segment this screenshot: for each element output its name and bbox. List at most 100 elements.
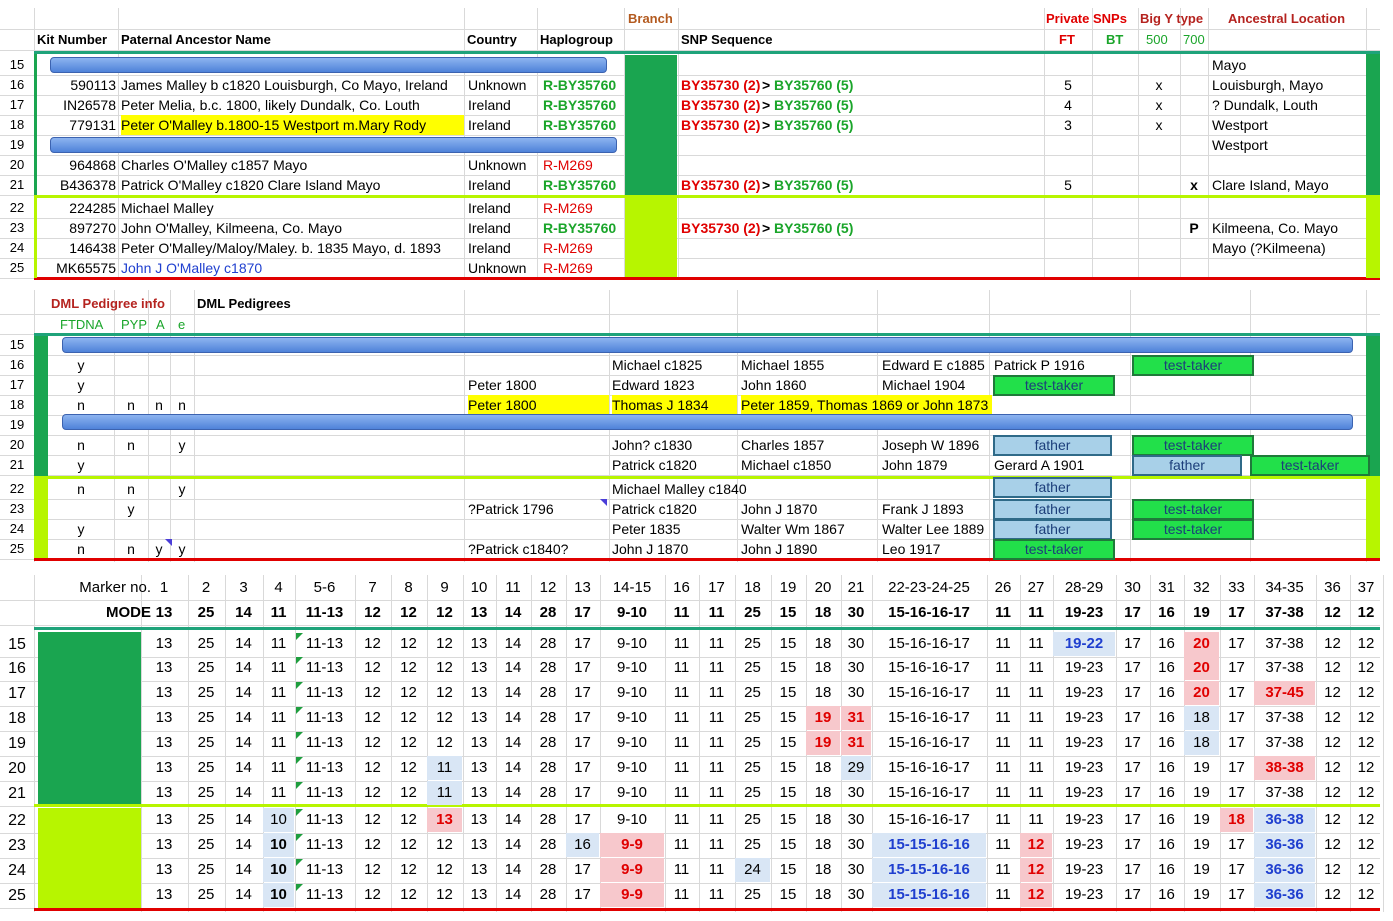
marker-value[interactable]: 11: [673, 659, 690, 676]
marker-value[interactable]: 11: [1028, 659, 1044, 676]
marker-value[interactable]: 19: [1193, 861, 1210, 878]
marker-value[interactable]: 11: [995, 836, 1011, 853]
marker-value[interactable]: 11: [673, 759, 690, 776]
marker-value[interactable]: 18: [1220, 808, 1253, 832]
marker-value[interactable]: 25: [744, 811, 761, 828]
marker-value[interactable]: 25: [744, 784, 761, 801]
marker-value[interactable]: 11-13: [305, 659, 344, 676]
marker-value[interactable]: 17: [574, 684, 591, 701]
marker-value[interactable]: 20: [1184, 632, 1219, 656]
pedigree-gen-3[interactable]: Charles 1857: [741, 437, 825, 453]
marker-value[interactable]: 36-36: [1254, 833, 1315, 857]
marker-value[interactable]: 12: [400, 784, 417, 801]
marker-value[interactable]: 17: [1228, 861, 1245, 878]
marker-value[interactable]: 19-23: [1064, 709, 1104, 726]
haplogroup[interactable]: R-BY35760: [543, 177, 617, 193]
marker-value[interactable]: 38-38: [1254, 756, 1315, 780]
marker-value[interactable]: 12: [1324, 709, 1341, 726]
pyp-flag[interactable]: n: [127, 397, 135, 413]
marker-value[interactable]: 12: [364, 684, 381, 701]
marker-value[interactable]: 11: [995, 659, 1011, 676]
test-taker-badge[interactable]: test-taker: [1132, 519, 1254, 540]
marker-value[interactable]: 11: [1028, 759, 1044, 776]
country[interactable]: Unknown: [468, 77, 527, 93]
marker-value[interactable]: 12: [1324, 861, 1341, 878]
pedigree-gen-2[interactable]: Patrick c1820: [612, 457, 697, 473]
marker-value[interactable]: 9-10: [616, 734, 648, 751]
marker-value[interactable]: 11: [673, 734, 690, 751]
ancestor-name[interactable]: Charles O'Malley c1857 Mayo: [121, 157, 308, 173]
ftdna-flag[interactable]: y: [77, 457, 85, 473]
kit-number[interactable]: 897270: [69, 220, 116, 236]
marker-value[interactable]: 9-10: [616, 811, 648, 828]
marker-value[interactable]: 13: [470, 784, 488, 801]
marker-value[interactable]: 18: [814, 784, 832, 801]
marker-value[interactable]: 13: [470, 836, 488, 853]
marker-value[interactable]: 31: [841, 706, 871, 730]
marker-value[interactable]: 15: [779, 811, 797, 828]
marker-value[interactable]: 12: [1357, 861, 1375, 878]
pedigree-gen-2[interactable]: John? c1830: [612, 437, 693, 453]
marker-value[interactable]: 19-22: [1053, 632, 1115, 656]
ancestral-location[interactable]: Mayo (?Kilmeena): [1212, 240, 1326, 256]
marker-value[interactable]: 14: [504, 886, 522, 903]
marker-value[interactable]: 12: [1357, 709, 1375, 726]
marker-value[interactable]: 13: [155, 759, 173, 776]
marker-value[interactable]: 12: [364, 784, 381, 801]
ancestor-name[interactable]: Peter O'Malley b.1800-15 Westport m.Mary…: [121, 115, 464, 135]
marker-value[interactable]: 11: [1028, 811, 1044, 828]
haplogroup[interactable]: R-M269: [543, 157, 593, 173]
marker-value[interactable]: 25: [744, 635, 761, 652]
marker-value[interactable]: 15: [779, 861, 797, 878]
marker-value[interactable]: 14: [504, 659, 522, 676]
marker-value[interactable]: 15-16-16-17: [888, 759, 970, 776]
ancestral-location[interactable]: Westport: [1212, 137, 1268, 153]
pedigree-gen-5[interactable]: Patrick P 1916: [994, 357, 1085, 373]
marker-value[interactable]: 13: [470, 684, 488, 701]
marker-value[interactable]: 9-10: [616, 659, 648, 676]
marker-value[interactable]: 15-15-16-16: [872, 858, 986, 882]
marker-value[interactable]: 12: [436, 734, 453, 751]
marker-value[interactable]: 9-9: [600, 833, 664, 857]
marker-value[interactable]: 12: [1357, 886, 1375, 903]
ancestor-name[interactable]: James Malley b c1820 Louisburgh, Co Mayo…: [121, 77, 448, 93]
marker-value[interactable]: 10: [263, 883, 294, 907]
snp-a[interactable]: BY35730 (2): [681, 77, 761, 93]
marker-value[interactable]: 17: [574, 635, 591, 652]
pedigree-gen-2[interactable]: Edward 1823: [612, 377, 695, 393]
marker-value[interactable]: 15: [779, 734, 797, 751]
ancestral-location[interactable]: ? Dundalk, Louth: [1212, 97, 1318, 113]
marker-value[interactable]: 14: [235, 784, 252, 801]
country[interactable]: Ireland: [468, 177, 511, 193]
ancestor-name[interactable]: Peter O'Malley/Maloy/Maley. b. 1835 Mayo…: [121, 240, 441, 256]
marker-value[interactable]: 30: [847, 811, 865, 828]
country[interactable]: Unknown: [468, 157, 527, 173]
pedigree-gen-3[interactable]: John 1860: [741, 377, 807, 393]
marker-value[interactable]: 11: [427, 781, 462, 805]
marker-value[interactable]: 13: [470, 811, 488, 828]
marker-value[interactable]: 25: [197, 659, 215, 676]
marker-value[interactable]: 11: [708, 861, 725, 878]
ftdna-flag[interactable]: y: [77, 521, 85, 537]
marker-value[interactable]: 25: [744, 836, 761, 853]
marker-value[interactable]: 25: [744, 709, 761, 726]
ft-count[interactable]: 5: [1064, 77, 1072, 93]
marker-value[interactable]: 12: [400, 886, 417, 903]
marker-value[interactable]: 15-16-16-17: [888, 784, 970, 801]
marker-value[interactable]: 17: [1228, 659, 1245, 676]
marker-value[interactable]: 15: [779, 635, 797, 652]
marker-value[interactable]: 11: [673, 836, 690, 853]
ft-count[interactable]: 3: [1064, 117, 1072, 133]
marker-value[interactable]: 16: [1158, 734, 1175, 751]
marker-value[interactable]: 12: [1324, 659, 1341, 676]
marker-value[interactable]: 11: [673, 709, 690, 726]
test-taker-badge[interactable]: test-taker: [1132, 499, 1254, 520]
marker-value[interactable]: 9-9: [600, 883, 664, 907]
marker-value[interactable]: 11: [708, 811, 725, 828]
snp-a[interactable]: BY35730 (2): [681, 117, 761, 133]
pedigree-gen-4[interactable]: Walter Lee 1889: [882, 521, 985, 537]
marker-value[interactable]: 19-23: [1064, 861, 1104, 878]
pyp-flag[interactable]: n: [127, 437, 135, 453]
ft-count[interactable]: 4: [1064, 97, 1072, 113]
marker-value[interactable]: 18: [814, 886, 832, 903]
